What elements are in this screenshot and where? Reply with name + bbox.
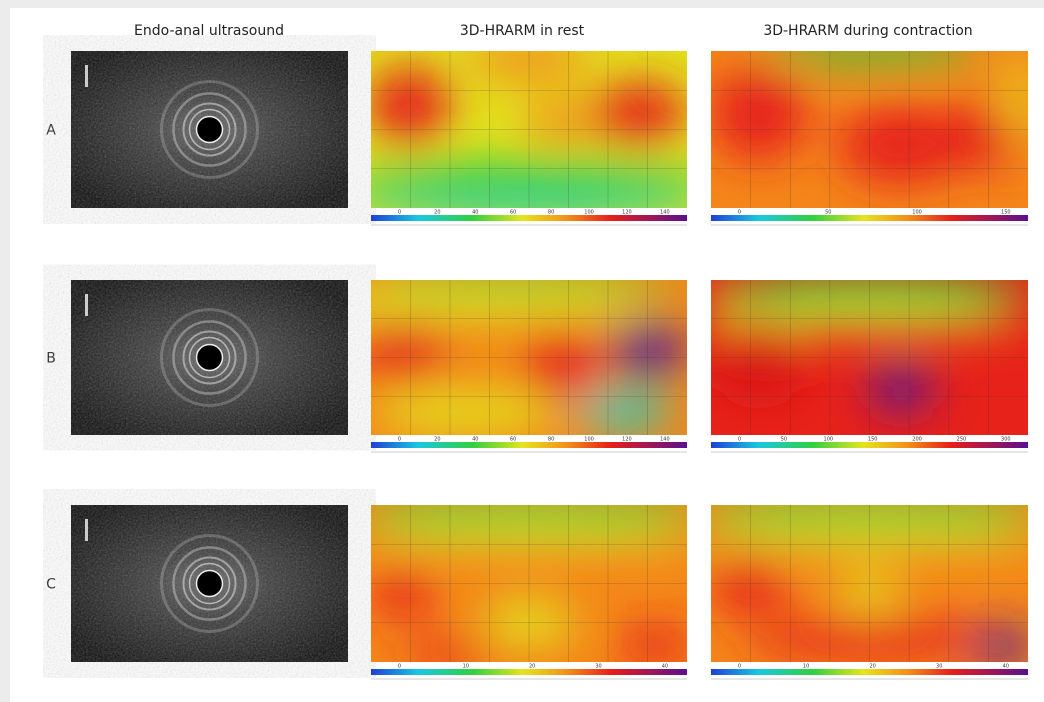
colorbar xyxy=(711,215,1028,221)
row-label: B xyxy=(46,351,56,367)
us-marker xyxy=(85,519,88,541)
colorbar-tick-label: 100 xyxy=(912,210,922,216)
colorbar-tick-label: 100 xyxy=(584,437,594,443)
colorbar-tick-label: 20 xyxy=(434,437,440,443)
heat-blob xyxy=(576,393,671,430)
column-header: 3D-HRARM during contraction xyxy=(763,23,972,39)
colorbar-tick-label: 30 xyxy=(936,664,942,670)
us-probe xyxy=(197,117,223,143)
colorbar-tick-label: 250 xyxy=(957,437,967,443)
heatmap xyxy=(711,274,1028,435)
heat-blob xyxy=(523,103,599,141)
colorbar-tick-label: 20 xyxy=(529,664,535,670)
colorbar-tick-label: 60 xyxy=(510,210,516,216)
colorbar-tick-label: 140 xyxy=(660,210,670,216)
colorbar-tick-label: 0 xyxy=(398,210,401,216)
heat-blob xyxy=(711,296,743,327)
colorbar-tick-label: 40 xyxy=(662,664,668,670)
colorbar-tick-label: 30 xyxy=(595,664,601,670)
colorbar-tick-label: 10 xyxy=(803,664,809,670)
colorbar-tick-label: 40 xyxy=(1003,664,1009,670)
colorbar-tick-label: 100 xyxy=(584,210,594,216)
heat-blob xyxy=(371,568,434,615)
column-header: Endo-anal ultrasound xyxy=(134,23,284,39)
heat-blob xyxy=(711,67,806,161)
row-label: C xyxy=(46,577,56,593)
column-header: 3D-HRARM in rest xyxy=(460,23,585,39)
colorbar xyxy=(711,669,1028,675)
heatmap xyxy=(355,497,703,667)
colorbar-tick-label: 150 xyxy=(868,437,878,443)
colorbar xyxy=(711,442,1028,448)
heatmap xyxy=(711,38,1034,208)
row-label: A xyxy=(46,123,56,139)
colorbar-tick-label: 80 xyxy=(548,210,554,216)
colorbar xyxy=(371,669,687,675)
colorbar-tick-label: 0 xyxy=(738,437,741,443)
colorbar-tick-label: 300 xyxy=(1001,437,1011,443)
colorbar-tick-label: 0 xyxy=(738,210,741,216)
colorbar-tick-label: 0 xyxy=(738,664,741,670)
colorbar xyxy=(371,215,687,221)
us-probe xyxy=(197,571,223,597)
colorbar-tick-label: 60 xyxy=(510,437,516,443)
ultrasound-image xyxy=(71,505,348,662)
heat-blob xyxy=(371,389,561,436)
colorbar-tick-label: 100 xyxy=(824,437,834,443)
colorbar-tick-label: 10 xyxy=(463,664,469,670)
colorbar-tick-label: 80 xyxy=(548,437,554,443)
heat-blob xyxy=(870,365,933,412)
colorbar-tick-label: 0 xyxy=(398,437,401,443)
figure: Endo-anal ultrasound 3D-HRARM in rest 3D-H… xyxy=(0,0,1044,702)
heat-blob xyxy=(971,627,1034,665)
colorbar-tick-label: 50 xyxy=(825,210,831,216)
colorbar-tick-label: 40 xyxy=(472,210,478,216)
us-marker xyxy=(85,65,88,87)
colorbar-tick-label: 200 xyxy=(912,437,922,443)
heatmap xyxy=(339,40,718,217)
colorbar-tick-label: 0 xyxy=(398,664,401,670)
colorbar-tick-label: 20 xyxy=(434,210,440,216)
ultrasound-image xyxy=(71,51,348,208)
ultrasound-image xyxy=(71,280,348,435)
heat-blob xyxy=(368,67,450,146)
heat-blob xyxy=(611,322,687,378)
colorbar xyxy=(371,442,687,448)
page: Endo-anal ultrasound 3D-HRARM in rest 3D-H… xyxy=(0,0,1044,702)
colorbar-tick-label: 40 xyxy=(472,437,478,443)
colorbar-tick-label: 20 xyxy=(869,664,875,670)
colorbar-tick-label: 150 xyxy=(1001,210,1011,216)
heat-blob xyxy=(592,82,687,145)
heat-blob xyxy=(617,627,693,665)
colorbar-tick-label: 120 xyxy=(622,437,632,443)
us-probe xyxy=(197,345,223,371)
us-marker xyxy=(85,294,88,316)
colorbar-tick-label: 140 xyxy=(660,437,670,443)
colorbar-tick-label: 120 xyxy=(622,210,632,216)
heat-blob xyxy=(523,327,599,405)
heatmap xyxy=(695,497,1044,665)
colorbar-tick-label: 50 xyxy=(781,437,787,443)
